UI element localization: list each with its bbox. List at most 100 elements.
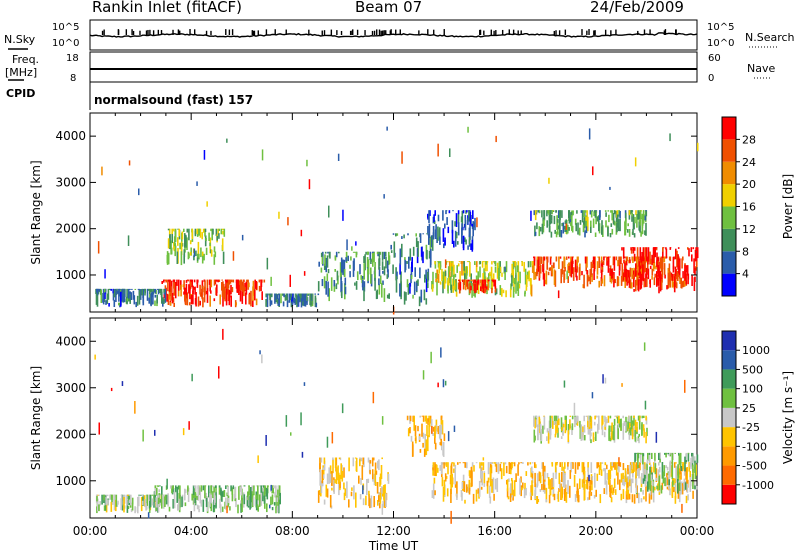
data-cell	[244, 287, 246, 290]
data-cell	[625, 422, 627, 432]
data-cell	[680, 277, 682, 289]
data-cell	[369, 251, 372, 254]
data-cell	[474, 283, 476, 294]
data-cell	[494, 478, 497, 490]
data-cell	[359, 457, 361, 467]
data-cell	[669, 256, 672, 262]
data-cell	[360, 478, 362, 485]
data-cell	[621, 247, 623, 251]
data-cell	[201, 232, 203, 240]
data-cell	[519, 478, 521, 495]
data-cell	[648, 452, 651, 464]
data-cell	[269, 293, 272, 307]
data-cell	[585, 415, 588, 417]
data-cell	[349, 271, 351, 278]
data-cell	[381, 486, 383, 494]
data-cell	[373, 500, 376, 505]
data-cell	[436, 280, 438, 296]
data-cell	[359, 494, 362, 500]
data-cell	[480, 462, 482, 479]
data-cell	[338, 481, 340, 496]
data-cell	[673, 462, 676, 468]
data-cell	[582, 224, 585, 233]
data-cell	[694, 485, 696, 490]
data-cell	[369, 460, 372, 464]
data-cell	[517, 281, 520, 296]
data-cell	[538, 226, 541, 237]
data-cell	[535, 464, 537, 469]
data-cell	[282, 293, 284, 296]
data-cell	[568, 227, 570, 231]
data-cell	[192, 290, 194, 305]
data-cell	[244, 282, 246, 292]
data-cell	[219, 294, 221, 305]
data-cell	[349, 264, 351, 269]
data-cell	[567, 462, 569, 467]
data-cell	[541, 462, 543, 469]
data-cell	[670, 452, 672, 455]
data-cell	[539, 475, 542, 484]
data-cell	[189, 286, 191, 291]
scatter-echo	[154, 429, 156, 436]
data-cell	[442, 449, 444, 456]
data-cell	[523, 261, 525, 272]
data-cell	[492, 273, 495, 280]
data-cell	[665, 452, 667, 458]
data-cell	[546, 220, 548, 228]
data-cell	[145, 503, 147, 511]
data-cell	[440, 415, 443, 421]
data-cell	[376, 251, 379, 255]
scatter-echo	[499, 463, 502, 472]
data-cell	[548, 224, 551, 233]
data-cell	[470, 243, 472, 250]
data-cell	[642, 424, 645, 431]
data-cell	[278, 293, 280, 306]
data-cell	[225, 485, 227, 489]
data-cell	[468, 279, 471, 286]
data-cell	[545, 499, 547, 503]
data-cell	[379, 492, 382, 504]
data-cell	[629, 267, 632, 277]
data-cell	[555, 415, 558, 421]
colorbar-tick-label: 8	[742, 245, 749, 258]
data-cell	[673, 276, 676, 293]
data-cell	[456, 265, 458, 273]
data-cell	[675, 273, 677, 288]
data-cell	[675, 462, 677, 464]
data-cell	[605, 220, 607, 228]
data-cell	[643, 496, 645, 500]
data-cell	[603, 256, 605, 261]
data-cell	[662, 471, 665, 484]
colorbar-segment	[722, 331, 736, 351]
data-cell	[353, 485, 355, 500]
data-cell	[368, 490, 370, 496]
data-cell	[561, 462, 563, 471]
data-cell	[248, 491, 250, 506]
data-cell	[631, 282, 633, 289]
colorbar-segment	[722, 161, 736, 185]
data-cell	[642, 247, 645, 262]
data-cell	[113, 289, 116, 298]
scatter-echo	[592, 166, 594, 176]
data-cell	[681, 483, 684, 495]
data-cell	[609, 485, 611, 497]
data-cell	[483, 283, 485, 294]
data-cell	[599, 210, 601, 220]
data-cell	[538, 471, 541, 482]
data-cell	[431, 490, 434, 498]
data-cell	[578, 227, 581, 236]
data-cell	[610, 210, 612, 213]
data-cell	[593, 256, 596, 272]
data-cell	[414, 437, 417, 441]
data-cell	[473, 465, 475, 472]
data-cell	[450, 488, 452, 503]
data-cell	[260, 485, 262, 497]
scatter-echo	[226, 138, 228, 143]
data-cell	[407, 284, 410, 295]
data-cell	[587, 462, 590, 464]
data-cell	[666, 285, 668, 290]
data-cell	[644, 462, 646, 472]
colorbar-tick-label: 16	[742, 201, 756, 214]
data-cell	[117, 500, 119, 505]
data-cell	[99, 501, 101, 506]
